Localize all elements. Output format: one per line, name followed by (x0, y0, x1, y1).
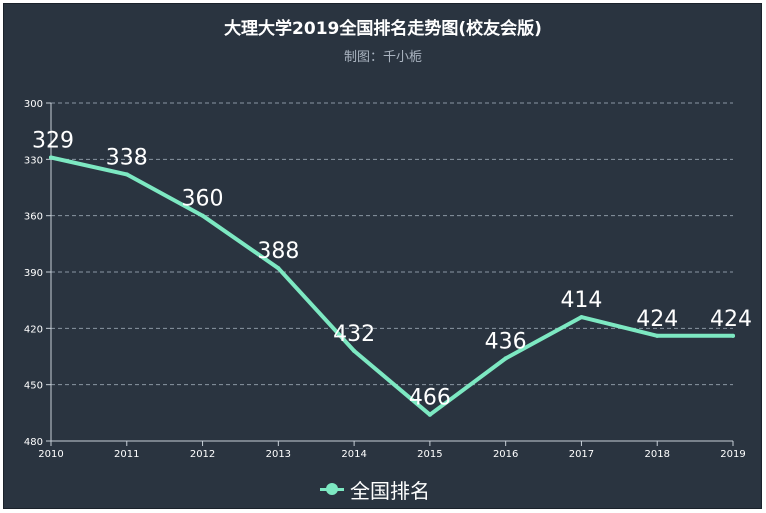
x-tick-label: 2010 (38, 449, 63, 460)
legend-label: 全国排名 (350, 478, 430, 503)
series-line (49, 155, 735, 417)
x-tick-label: 2013 (266, 449, 291, 460)
x-tick-label: 2017 (569, 449, 594, 460)
data-label: 466 (409, 386, 451, 411)
chart-frame (3, 3, 762, 509)
y-tick-label: 450 (24, 381, 43, 392)
data-label: 414 (560, 288, 602, 313)
data-label: 424 (636, 307, 678, 332)
data-label: 360 (182, 187, 224, 212)
y-tick-label: 300 (24, 99, 43, 110)
series-line-path (49, 155, 735, 417)
data-point (49, 155, 53, 160)
y-tick-label: 390 (24, 268, 43, 279)
data-labels: 329 338 360 388 432 466 436 414 424 424 (32, 128, 752, 410)
y-tick-label: 360 (24, 212, 43, 223)
data-label: 432 (333, 322, 375, 347)
data-point (200, 213, 205, 218)
data-point (503, 356, 508, 361)
data-point (731, 333, 735, 338)
grid-lines (51, 102, 733, 386)
chart-title: 大理大学2019全国排名走势图(校友会版) (224, 19, 542, 39)
data-label: 388 (257, 239, 299, 264)
x-tick-label: 2015 (417, 449, 442, 460)
chart-subtitle: 制图：千小栀 (343, 50, 422, 65)
x-tick-label: 2012 (190, 449, 215, 460)
data-point (579, 315, 584, 320)
data-point (124, 172, 129, 177)
legend-line-dot-icon (320, 482, 344, 496)
data-point (352, 348, 357, 353)
x-tick-label: 2019 (720, 449, 745, 460)
data-label: 329 (32, 128, 74, 153)
data-point (427, 412, 432, 417)
data-label: 436 (485, 329, 527, 354)
y-tick-label: 330 (24, 155, 43, 166)
y-tick-label: 420 (24, 324, 43, 335)
data-label: 424 (710, 307, 752, 332)
data-point (655, 333, 660, 338)
data-point (276, 266, 281, 271)
x-tick-label: 2014 (341, 449, 366, 460)
y-tick-label: 480 (24, 437, 43, 448)
x-tick-label: 2016 (493, 449, 518, 460)
data-label: 338 (106, 145, 148, 170)
legend[interactable]: 全国排名 (320, 477, 430, 503)
x-tick-label: 2018 (644, 449, 669, 460)
x-tick-label: 2011 (114, 449, 139, 460)
